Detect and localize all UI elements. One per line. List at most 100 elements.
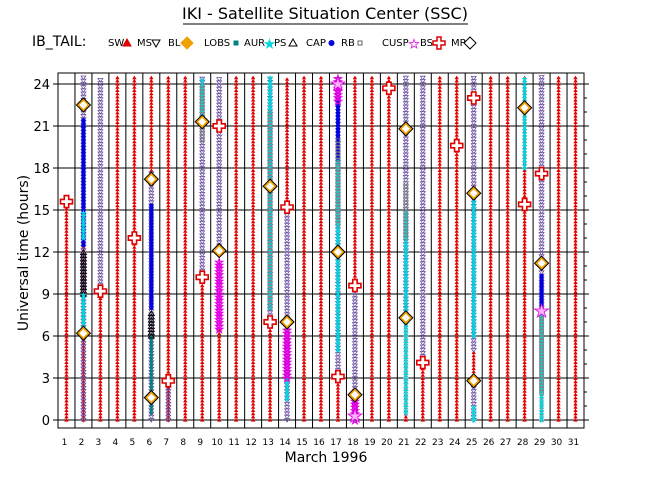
sw-mark xyxy=(98,296,103,300)
sw-mark xyxy=(115,219,120,224)
sw-mark xyxy=(505,178,510,182)
sw-mark xyxy=(64,338,69,342)
sw-mark xyxy=(115,216,120,220)
sw-mark xyxy=(132,78,137,83)
sw-mark xyxy=(352,162,358,166)
sw-mark xyxy=(488,248,493,252)
sw-mark xyxy=(403,382,409,387)
sw-mark xyxy=(233,139,239,144)
sw-mark xyxy=(183,91,188,96)
sw-mark xyxy=(386,408,392,412)
sw-mark xyxy=(132,296,137,300)
sw-mark xyxy=(318,315,324,320)
sw-mark xyxy=(64,370,69,374)
sw-mark xyxy=(200,302,205,307)
sw-mark xyxy=(369,286,375,291)
sw-mark xyxy=(64,341,69,345)
sw-mark xyxy=(573,149,578,153)
sw-mark xyxy=(505,210,510,214)
sw-mark xyxy=(386,389,392,393)
sw-mark xyxy=(369,274,375,278)
sw-mark xyxy=(132,136,137,140)
sw-mark xyxy=(505,222,510,227)
sw-mark xyxy=(437,229,442,233)
sw-mark xyxy=(183,382,188,387)
sw-mark xyxy=(386,114,392,118)
sw-mark xyxy=(505,133,510,137)
sw-mark xyxy=(132,309,137,313)
sw-mark xyxy=(64,277,69,281)
sw-mark xyxy=(132,395,137,400)
sw-mark xyxy=(284,131,290,136)
sw-mark xyxy=(369,408,375,412)
sw-mark xyxy=(454,120,459,124)
sw-mark xyxy=(233,213,239,217)
sw-mark xyxy=(369,226,375,230)
sw-mark xyxy=(437,101,442,105)
sw-mark xyxy=(250,146,256,150)
sw-mark xyxy=(183,315,188,320)
sw-mark xyxy=(386,411,392,416)
sw-mark xyxy=(250,296,256,300)
sw-mark xyxy=(505,155,510,160)
sw-mark xyxy=(352,174,358,179)
sw-mark xyxy=(386,238,392,243)
sw-mark xyxy=(454,312,459,316)
sw-mark xyxy=(250,197,256,201)
sw-mark xyxy=(250,322,256,326)
sw-mark xyxy=(284,77,290,81)
sw-mark xyxy=(488,242,493,246)
sw-mark xyxy=(250,402,256,406)
sw-mark xyxy=(556,222,561,227)
sw-mark xyxy=(369,136,375,140)
sw-mark xyxy=(284,106,290,110)
sw-mark xyxy=(556,258,561,262)
sw-mark xyxy=(233,411,239,416)
sw-mark xyxy=(166,126,171,131)
sw-mark xyxy=(132,85,137,89)
sw-mark xyxy=(115,162,120,166)
sw-mark xyxy=(200,296,205,300)
sw-mark xyxy=(454,251,459,256)
sw-mark xyxy=(318,194,324,198)
sw-mark xyxy=(233,267,239,272)
sw-mark xyxy=(115,344,120,348)
sw-mark xyxy=(115,258,120,262)
sw-mark xyxy=(250,370,256,374)
sw-mark xyxy=(318,94,324,99)
sw-mark xyxy=(132,264,137,268)
sw-mark xyxy=(132,245,137,249)
sw-mark xyxy=(318,229,324,233)
sw-mark xyxy=(386,165,392,169)
sw-mark xyxy=(454,235,459,240)
sw-mark xyxy=(318,322,324,326)
sw-mark xyxy=(183,232,188,236)
sw-mark xyxy=(267,373,273,377)
sw-mark xyxy=(301,267,307,272)
sw-mark xyxy=(505,370,510,374)
sw-mark xyxy=(64,267,69,272)
sw-mark xyxy=(149,123,154,128)
sw-mark xyxy=(250,219,256,224)
sw-mark xyxy=(132,107,137,112)
lobs-mark xyxy=(149,366,153,370)
sw-mark xyxy=(233,302,239,307)
sw-mark xyxy=(149,120,154,124)
sw-mark xyxy=(522,328,527,332)
sw-mark xyxy=(369,318,375,323)
sw-mark xyxy=(437,366,442,371)
sw-mark xyxy=(386,379,392,384)
sw-mark xyxy=(250,274,256,278)
sw-mark xyxy=(488,366,493,371)
sw-mark xyxy=(318,376,324,380)
sw-mark xyxy=(556,165,561,169)
sw-mark xyxy=(183,126,188,131)
sw-mark xyxy=(386,395,392,400)
sw-mark xyxy=(183,142,188,147)
sw-mark xyxy=(115,264,120,268)
sw-mark xyxy=(301,98,307,102)
lobs-mark xyxy=(149,385,153,389)
sw-mark xyxy=(149,130,154,134)
sw-mark xyxy=(352,120,358,124)
sw-mark xyxy=(132,402,137,406)
